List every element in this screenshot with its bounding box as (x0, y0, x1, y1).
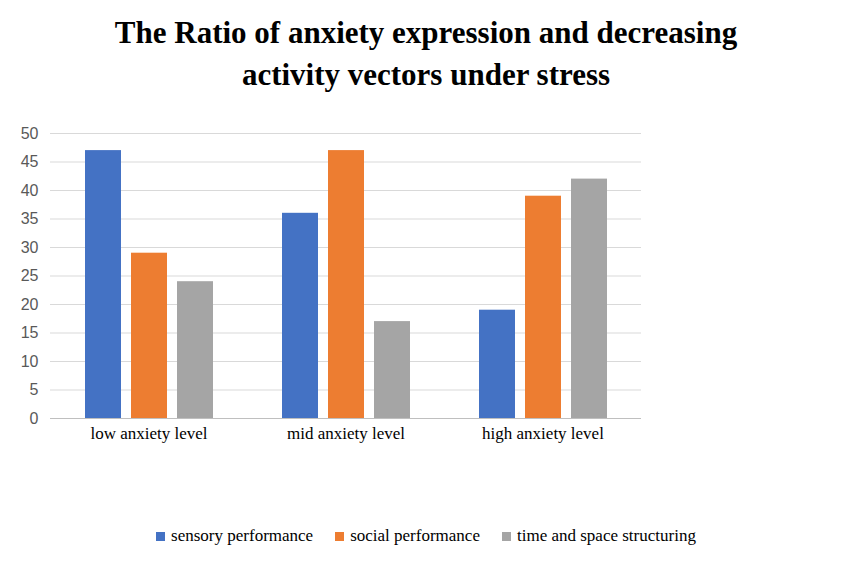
svg-text:35: 35 (21, 210, 39, 227)
html-text:The Ratio of anxiety expressio: The Ratio of anxiety expression and decr… (114, 15, 738, 92)
svg-text:low anxiety level: low anxiety level (90, 424, 207, 443)
svg-text:45: 45 (21, 153, 39, 170)
svg-text:0: 0 (30, 410, 39, 427)
svg-text:5: 5 (30, 381, 39, 398)
svg-text:40: 40 (21, 182, 39, 199)
html-text:sensory performance: sensory performance (171, 526, 314, 545)
svg-text:30: 30 (21, 239, 39, 256)
html-text:time and space structuring: time and space structuring (517, 526, 696, 545)
svg-text:mid anxiety level: mid anxiety level (287, 424, 405, 443)
svg-text:15: 15 (21, 324, 39, 341)
svg-text:10: 10 (21, 353, 39, 370)
html-text:social performance: social performance (350, 526, 480, 545)
svg-text:high anxiety level: high anxiety level (482, 424, 604, 443)
svg-text:20: 20 (21, 296, 39, 313)
svg-text:25: 25 (21, 267, 39, 284)
svg-text:50: 50 (21, 125, 39, 142)
